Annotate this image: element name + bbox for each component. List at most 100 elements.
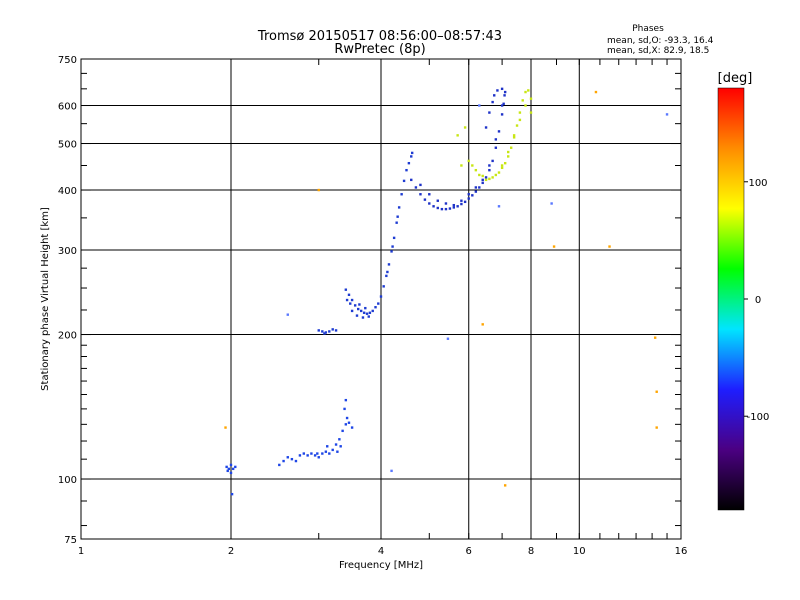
data-point (460, 199, 463, 202)
data-point (367, 315, 370, 318)
data-point (344, 398, 348, 402)
data-point (494, 146, 498, 149)
data-point (452, 206, 456, 209)
data-point (324, 331, 328, 334)
y-tick-label: 75 (64, 535, 77, 546)
data-point (344, 288, 348, 291)
data-point (345, 298, 349, 302)
grid-lines (81, 59, 681, 539)
data-point (488, 177, 491, 181)
data-point (484, 126, 488, 129)
data-point (407, 161, 411, 165)
data-point (410, 178, 413, 182)
data-point (345, 416, 349, 420)
data-point (506, 155, 510, 158)
phase-colorbar: [deg] 100 0 -100 (717, 71, 770, 511)
data-point (428, 202, 431, 205)
data-point (326, 445, 329, 448)
data-point (512, 136, 516, 139)
data-point (456, 205, 459, 208)
x-tick-label: 1 (78, 546, 84, 557)
data-point (347, 421, 351, 424)
phase-stats-o: mean, sd,O: -93.3, 16.4 (607, 36, 714, 46)
data-point (349, 302, 352, 305)
data-point (278, 463, 281, 467)
data-point (347, 293, 351, 296)
data-point (313, 454, 317, 457)
data-point (503, 161, 507, 165)
data-point (444, 207, 448, 211)
data-point (379, 295, 383, 298)
data-point (488, 168, 491, 172)
data-point (655, 426, 658, 429)
data-point (512, 134, 516, 137)
data-point (503, 90, 507, 94)
data-point (432, 205, 435, 208)
data-point (341, 429, 344, 433)
data-point (500, 87, 504, 91)
data-point (471, 164, 474, 167)
data-point (515, 124, 519, 127)
data-point (395, 221, 398, 224)
data-point (298, 454, 302, 457)
y-tick-label: 300 (58, 246, 77, 257)
data-point (317, 329, 320, 332)
data-point (500, 164, 504, 167)
data-point (521, 99, 524, 102)
data-point (230, 492, 234, 496)
data-point (484, 176, 488, 179)
data-point (502, 102, 505, 105)
data-point (481, 174, 484, 178)
data-point (518, 111, 522, 114)
chart-title: Tromsø 20150517 08:56:00–08:57:43 (257, 29, 502, 44)
data-point (365, 312, 369, 315)
data-point (550, 202, 553, 205)
data-points (224, 87, 669, 496)
data-point (343, 407, 346, 411)
colorbar-tick-label: -100 (747, 412, 770, 423)
data-point (481, 178, 484, 182)
data-point (423, 198, 427, 201)
data-point (374, 306, 377, 309)
data-point (410, 155, 413, 158)
data-point (410, 151, 414, 155)
data-point (355, 314, 359, 317)
data-point (518, 118, 522, 122)
data-point (488, 164, 491, 167)
data-point (231, 467, 235, 471)
data-point (484, 178, 488, 182)
data-point (463, 126, 467, 129)
data-point (324, 450, 328, 453)
data-point (491, 159, 494, 163)
data-point (594, 90, 598, 94)
data-point (414, 186, 418, 189)
data-point (290, 457, 294, 461)
data-point (339, 445, 342, 448)
data-point (494, 173, 498, 177)
data-point (503, 484, 507, 487)
data-point (226, 469, 229, 473)
data-point (390, 250, 393, 253)
y-tick-label: 600 (58, 102, 77, 113)
colorbar-gradient (717, 87, 745, 511)
data-point (436, 206, 439, 210)
data-point (488, 111, 491, 114)
data-point (387, 263, 391, 266)
x-tick-label: 6 (466, 546, 472, 557)
data-point (358, 303, 361, 306)
data-point (282, 459, 285, 463)
data-point (460, 202, 463, 206)
data-point (350, 426, 354, 429)
data-point (328, 452, 331, 455)
data-point (552, 245, 556, 248)
data-point (338, 438, 341, 441)
data-point (446, 337, 450, 340)
data-point (456, 134, 459, 137)
y-tick-label: 500 (58, 140, 77, 151)
data-point (234, 465, 237, 469)
data-point (294, 459, 298, 463)
data-point (436, 199, 439, 202)
data-point (467, 193, 470, 196)
data-point (497, 130, 501, 133)
